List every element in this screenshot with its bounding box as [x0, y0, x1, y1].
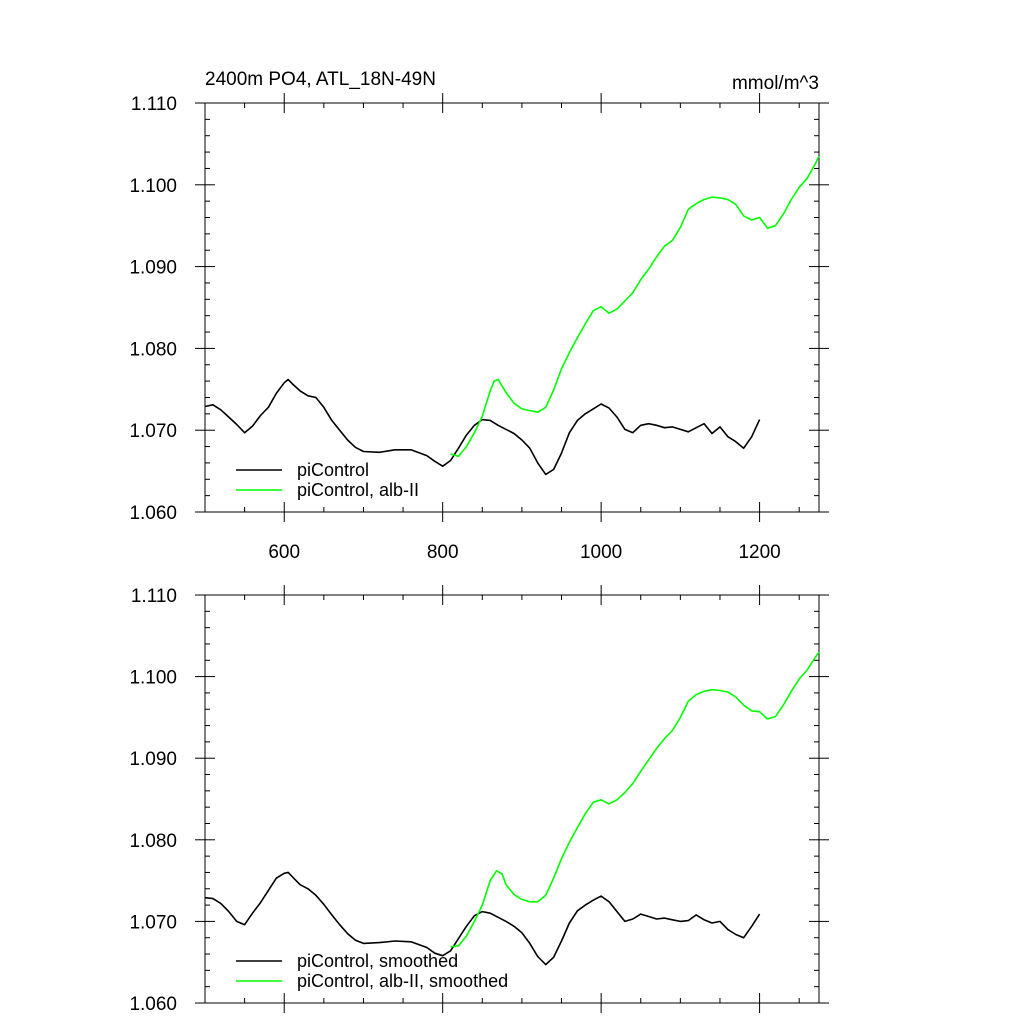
y-tick-label: 1.060: [129, 994, 177, 1015]
y-tick-label: 1.060: [129, 503, 177, 524]
series-line: [204, 378, 761, 476]
y-tick-label: 1.090: [129, 749, 177, 770]
x-tick-label: 1200: [738, 542, 780, 563]
y-tick-label: 1.110: [131, 586, 177, 607]
y-tick-label: 1.080: [129, 339, 177, 360]
y-tick-label: 1.090: [129, 258, 177, 279]
x-tick-label: 800: [427, 542, 459, 563]
series-line: [204, 871, 761, 966]
units-label: mmol/m^3: [732, 73, 819, 94]
y-tick-label: 1.100: [129, 176, 177, 197]
series-line: [450, 155, 820, 458]
y-tick-label: 1.070: [129, 421, 177, 442]
y-tick-label: 1.110: [131, 94, 177, 115]
plot-frame: [204, 102, 820, 513]
bottom-panel: 1.060 1.070 1.080 1.090 1.100 1.110 piControl,…: [129, 585, 829, 1015]
y-tick-label: 1.080: [129, 831, 177, 852]
legend-label: piControl: [297, 460, 369, 480]
legend-label: piControl, alb-II: [297, 480, 419, 500]
series-line: [450, 651, 820, 948]
x-tick-label: 1000: [580, 542, 622, 563]
legend-label: piControl, alb-II, smoothed: [297, 971, 508, 991]
legend-label: piControl, smoothed: [297, 951, 458, 971]
plot-frame: [204, 594, 820, 1004]
y-tick-label: 1.100: [129, 668, 177, 689]
top-panel: 600 800 1000 1200 1.060 1.070 1.080 1.090 1.100 1…: [129, 69, 829, 563]
x-tick-label: 600: [268, 542, 300, 563]
chart-title: 2400m PO4, ATL_18N-49N: [205, 69, 436, 90]
y-tick-label: 1.070: [129, 912, 177, 933]
